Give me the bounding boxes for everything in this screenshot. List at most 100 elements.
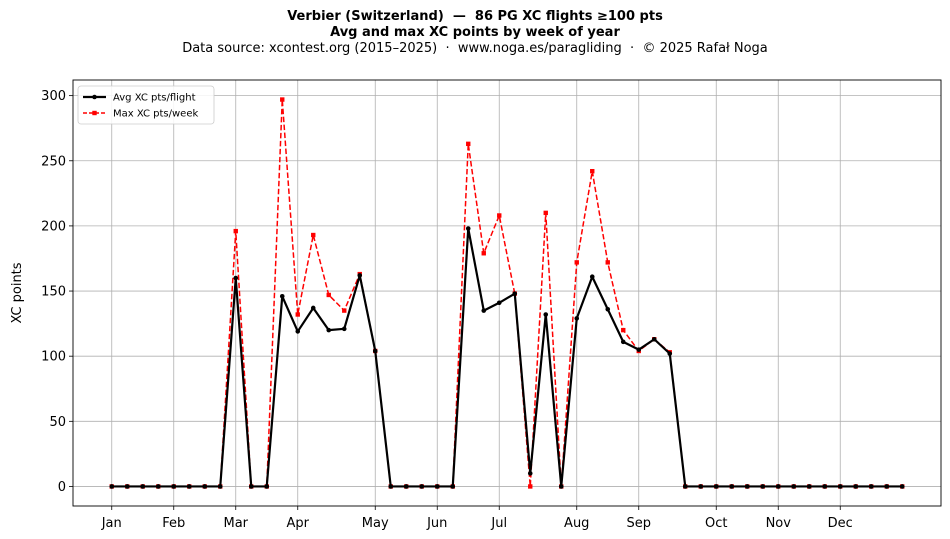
legend-item: Avg XC pts/flight — [83, 93, 196, 104]
series-line — [111, 98, 903, 488]
data-point — [217, 484, 223, 489]
data-point — [341, 326, 347, 332]
x-tick-label: Aug — [564, 516, 589, 531]
chart-title-secondary: Avg and max XC points by week of year — [330, 25, 620, 40]
grid-lines — [73, 80, 941, 506]
data-point — [543, 312, 549, 317]
x-tick-label: May — [362, 516, 389, 531]
legend-item: Max XC pts/week — [83, 109, 198, 120]
data-point — [605, 260, 610, 265]
data-point — [543, 210, 548, 216]
data-point — [884, 484, 890, 489]
y-tick-label: 300 — [41, 89, 66, 104]
data-point — [248, 484, 254, 489]
data-point — [620, 339, 626, 345]
x-tick-label: Oct — [705, 516, 727, 531]
data-point — [155, 484, 161, 489]
data-point — [357, 273, 363, 278]
data-point — [311, 232, 316, 238]
y-axis-ticks: 0 50 100 150 200 250 300 — [41, 89, 73, 495]
data-point — [667, 351, 673, 356]
data-point — [713, 484, 719, 489]
data-point — [124, 484, 130, 489]
legend-marker — [92, 110, 97, 116]
data-point — [202, 484, 208, 489]
series-max — [109, 97, 905, 489]
data-point — [651, 336, 657, 342]
data-point — [589, 274, 595, 280]
y-tick-label: 150 — [41, 285, 66, 300]
data-point — [310, 305, 316, 311]
y-tick-label: 100 — [41, 350, 66, 365]
data-point — [434, 484, 440, 489]
chart-title: Verbier (Switzerland) — 86 PG XC flights… — [287, 9, 663, 24]
data-point — [636, 347, 642, 352]
x-tick-label: Mar — [223, 516, 248, 531]
x-tick-label: Nov — [766, 516, 792, 531]
data-point — [279, 293, 285, 299]
data-point — [590, 168, 595, 174]
plot-area-frame — [72, 79, 942, 507]
data-point — [466, 141, 471, 147]
data-point — [837, 484, 843, 489]
y-axis-label: XC points — [10, 262, 25, 323]
series-layer — [109, 97, 905, 489]
data-point — [171, 484, 177, 489]
x-axis-ticks: Jan Feb Mar Apr May Jun Jul Aug Sep Oct Nov Dec — [101, 506, 853, 531]
data-point — [527, 471, 533, 476]
data-point — [528, 484, 533, 489]
y-tick-label: 250 — [41, 154, 66, 169]
x-tick-label: Jun — [426, 516, 447, 531]
data-point — [109, 484, 115, 489]
data-point — [326, 292, 331, 298]
series-line — [111, 227, 903, 488]
data-point — [760, 484, 766, 489]
data-point — [481, 251, 486, 256]
legend: Avg XC pts/flight Max XC pts/week — [77, 85, 215, 125]
data-point — [558, 484, 564, 489]
x-tick-label: Sep — [626, 516, 651, 531]
legend-marker — [92, 94, 97, 100]
data-point — [342, 308, 347, 313]
chart-subtitle: Data source: xcontest.org (2015–2025) · … — [182, 41, 768, 56]
y-tick-label: 50 — [49, 415, 66, 430]
data-point — [264, 484, 270, 489]
data-point — [868, 484, 874, 489]
data-point — [496, 300, 502, 306]
chart-title-block: Verbier (Switzerland) — 86 PG XC flights… — [0, 9, 950, 57]
data-point — [233, 228, 238, 234]
data-point — [295, 312, 300, 317]
data-point — [775, 484, 781, 489]
data-point — [280, 97, 285, 102]
data-point — [853, 484, 859, 489]
data-point — [806, 484, 812, 489]
series-avg — [109, 226, 905, 489]
x-tick-label: Dec — [828, 516, 853, 531]
x-tick-label: Jul — [490, 516, 507, 531]
data-point — [388, 484, 394, 489]
data-point — [465, 226, 471, 231]
data-point — [186, 484, 192, 489]
data-point — [621, 327, 626, 333]
data-point — [605, 306, 611, 312]
data-point — [481, 308, 487, 313]
data-point — [140, 484, 146, 489]
data-point — [497, 213, 502, 218]
data-point — [295, 329, 301, 334]
data-point — [450, 484, 456, 489]
data-point — [326, 327, 332, 333]
data-point — [574, 316, 580, 321]
data-point — [512, 291, 518, 296]
data-point — [419, 484, 425, 489]
data-point — [791, 484, 797, 489]
data-point — [403, 484, 409, 489]
x-tick-label: Jan — [101, 516, 122, 531]
data-point — [744, 484, 750, 489]
data-point — [682, 484, 688, 489]
x-tick-label: Apr — [287, 516, 310, 531]
x-tick-label: Feb — [162, 516, 185, 531]
legend-label: Avg XC pts/flight — [113, 93, 196, 104]
data-point — [698, 484, 704, 489]
data-point — [372, 348, 378, 354]
